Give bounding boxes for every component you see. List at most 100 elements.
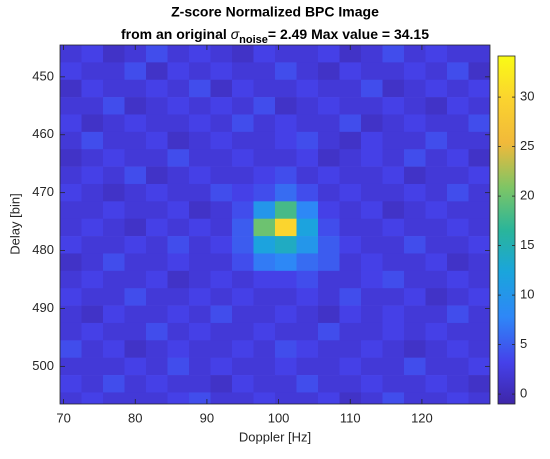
heatmap-cell [146,79,168,98]
heatmap-cell [382,375,405,393]
x-tick-label: 110 [340,410,361,425]
heatmap-cell [296,253,319,272]
heatmap-cell [167,340,190,358]
heatmap-cell [275,392,297,404]
heatmap-cell [339,357,362,376]
heatmap-cell [296,149,319,167]
heatmap-cell [103,392,125,404]
heatmap-cell [103,270,125,289]
x-tick-label: 70 [56,410,70,425]
heatmap-cell [253,183,276,202]
heatmap-cell [81,62,104,81]
heatmap-cell [404,45,426,63]
heatmap-cell [275,45,297,63]
heatmap-cell [339,340,362,358]
heatmap-cell [339,79,362,98]
heatmap-cell [103,305,125,324]
heatmap-cell [339,166,362,185]
heatmap-cell [232,392,254,404]
heatmap-cell [447,149,469,167]
heatmap-cell [296,270,319,289]
heatmap-cell [253,97,276,115]
heatmap-cell [361,131,383,150]
heatmap-cell [339,392,362,404]
heatmap-cell [189,270,211,289]
heatmap-cell [361,183,383,202]
heatmap-cell [318,340,340,358]
heatmap-cell [382,322,405,341]
heatmap-cell [189,218,211,237]
colorbar-tick-label: 10 [520,287,534,302]
heatmap-cell [103,288,125,306]
heatmap-cell [404,79,426,98]
heatmap-cell [404,305,426,324]
heatmap-cell [253,305,276,324]
heatmap-cell [425,392,448,404]
heatmap-cell [232,340,254,358]
colorbar-tick-label: 20 [520,188,534,203]
heatmap-cell [124,392,147,404]
heatmap-cell [103,253,125,272]
heatmap-cell [232,253,254,272]
heatmap-cell [404,62,426,81]
heatmap-cell [146,270,168,289]
heatmap-cell [124,322,147,341]
heatmap-cell [253,392,276,404]
heatmap-cell [253,201,276,220]
heatmap-cell [361,97,383,115]
heatmap-cell [146,166,168,185]
heatmap-cell [189,357,211,376]
chart-subtitle: from an original σnoise= 2.49 Max value … [121,26,429,46]
heatmap-cell [447,97,469,115]
heatmap-cell [296,131,319,150]
heatmap-cell [124,62,147,81]
heatmap-cell [361,375,383,393]
heatmap-cell [361,340,383,358]
heatmap-cell [447,305,469,324]
heatmap-cell [167,270,190,289]
heatmap-cell [382,270,405,289]
heatmap-cell [382,114,405,133]
heatmap-cell [60,183,82,202]
heatmap-cell [103,375,125,393]
heatmap-cell [447,201,469,220]
heatmap-cell [60,305,82,324]
heatmap-cell [447,322,469,341]
heatmap-cell [382,253,405,272]
heatmap-cell [296,201,319,220]
heatmap-cell [167,322,190,341]
heatmap-cell [275,288,297,306]
heatmap-cell [146,305,168,324]
heatmap-cell [103,149,125,167]
heatmap-cell [232,183,254,202]
heatmap-cell [318,236,340,254]
heatmap-cell [339,97,362,115]
heatmap-cell [382,218,405,237]
heatmap-cell [189,114,211,133]
colorbar-tick-label: 5 [520,336,527,351]
heatmap-cell [361,357,383,376]
heatmap-cell [253,62,276,81]
heatmap-cell [468,392,490,404]
heatmap-cell [425,97,448,115]
heatmap-cell [167,62,190,81]
heatmap-cell [167,375,190,393]
heatmap-cell [253,45,276,63]
heatmap-cell [146,236,168,254]
heatmap-cell [318,357,340,376]
heatmap-cell [146,114,168,133]
heatmap-cell [339,183,362,202]
heatmap-cell [318,114,340,133]
heatmap-cell [124,305,147,324]
heatmap-cell [468,357,490,376]
heatmap-cell [468,236,490,254]
heatmap-cell [275,357,297,376]
heatmap-cell [167,45,190,63]
heatmap-cell [60,392,82,404]
heatmap-cell [81,131,104,150]
heatmap-cell [382,183,405,202]
heatmap-cell [468,201,490,220]
heatmap-cell [232,97,254,115]
heatmap-cell [361,149,383,167]
heatmap-cell [210,97,233,115]
